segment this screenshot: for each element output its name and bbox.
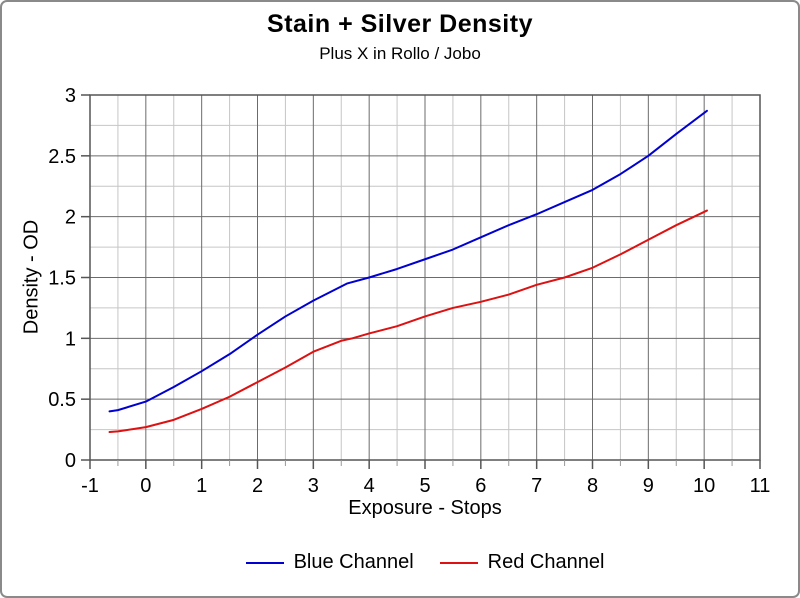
x-tick-label: 1 (196, 475, 207, 497)
x-tick-label: 3 (308, 475, 319, 497)
y-tick-label: 2 (65, 207, 76, 229)
x-tick-label: 8 (587, 475, 598, 497)
x-tick-label: 0 (140, 475, 151, 497)
legend-label-red-channel: Red Channel (487, 551, 605, 573)
x-tick-label: 2 (252, 475, 263, 497)
blue-line-swatch (245, 561, 284, 564)
series-line-blue-channel (108, 109, 708, 413)
x-tick-label: 4 (364, 475, 375, 497)
y-tick-label: 0 (65, 450, 76, 472)
series-line-red-channel (108, 209, 708, 434)
x-tick-label: 9 (643, 475, 654, 497)
x-tick-label: 10 (693, 475, 715, 497)
y-tick-label: 1.5 (48, 268, 76, 290)
legend-label-blue-channel: Blue Channel (293, 551, 414, 573)
y-tick-label: 3 (65, 85, 76, 107)
y-tick-label: 1 (65, 328, 76, 350)
legend-item-blue-channel: Blue Channel (245, 551, 414, 574)
legend: Blue Channel Red Channel (90, 551, 760, 574)
chart-title: Stain + Silver Density (267, 10, 533, 38)
x-tick-label: -1 (81, 475, 99, 497)
chart-subtitle: Plus X in Rollo / Jobo (319, 44, 481, 63)
red-line-swatch (439, 561, 478, 564)
y-tick-label: 2.5 (48, 146, 76, 168)
y-tick-label: 0.5 (48, 389, 76, 411)
x-tick-label: 7 (531, 475, 542, 497)
x-tick-label: 5 (419, 475, 430, 497)
x-tick-label: 6 (475, 475, 486, 497)
x-tick-label: 11 (750, 475, 771, 497)
x-axis-title: Exposure - Stops (348, 497, 502, 519)
legend-item-red-channel: Red Channel (439, 551, 605, 574)
